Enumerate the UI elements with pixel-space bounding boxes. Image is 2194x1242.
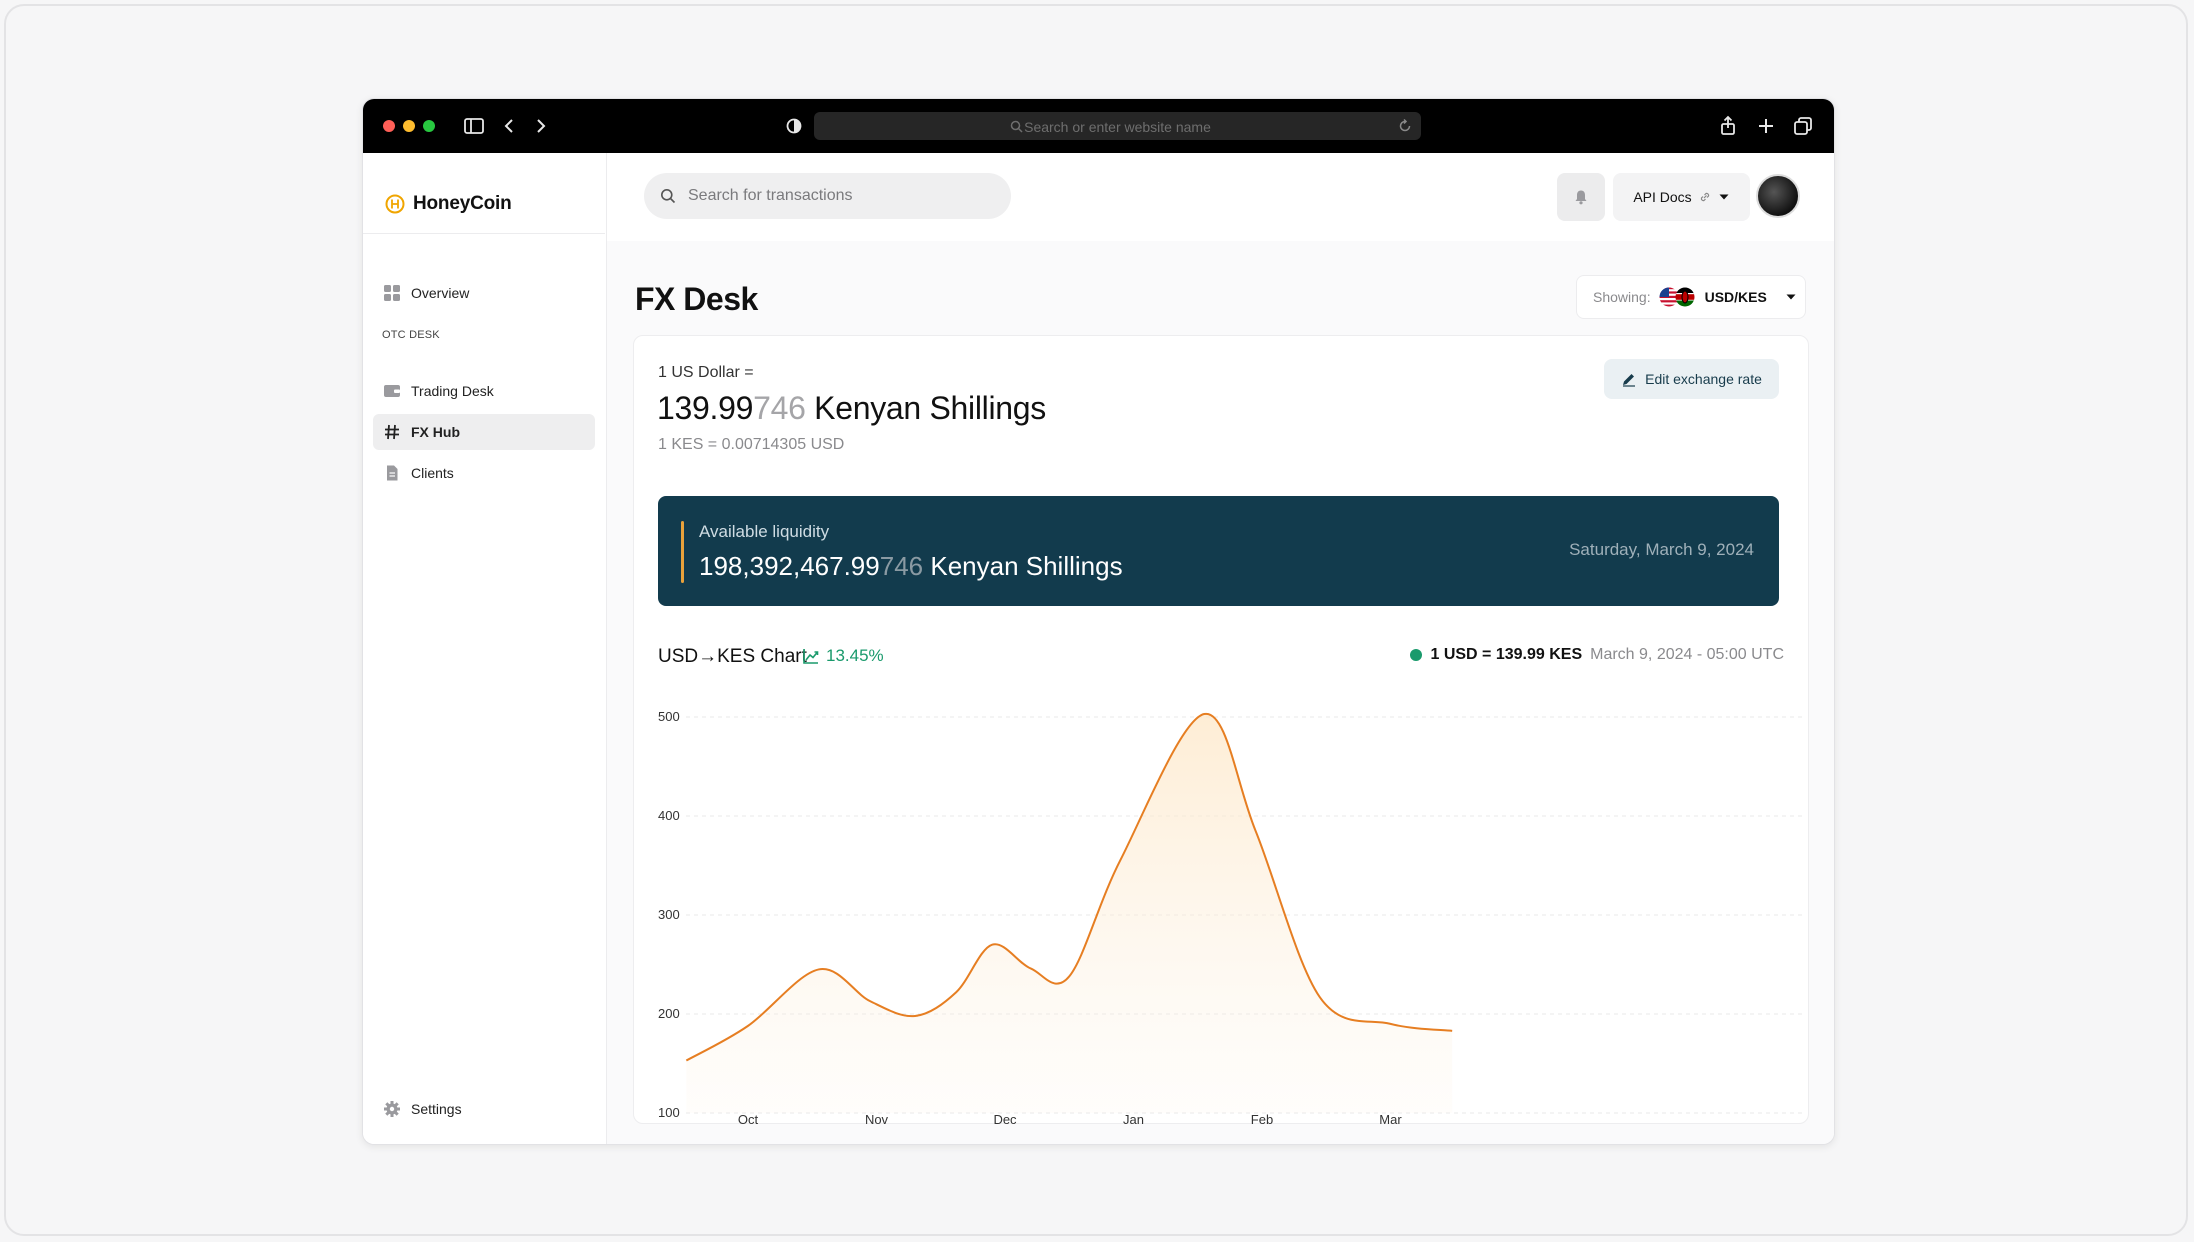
y-tick-label: 500: [658, 709, 680, 724]
forward-icon[interactable]: [527, 113, 553, 139]
honeycoin-logo-icon: [385, 194, 405, 214]
privacy-shield-icon[interactable]: [781, 113, 807, 139]
sidebar-section-label: OTC DESK: [382, 329, 440, 341]
share-icon[interactable]: [1715, 113, 1741, 139]
edit-exchange-rate-label: Edit exchange rate: [1645, 371, 1762, 387]
notifications-button[interactable]: [1557, 173, 1605, 221]
sidebar: HoneyCoin Overview OTC DESK Trading Desk: [363, 153, 607, 1144]
browser-toolbar: Search or enter website name: [363, 99, 1834, 153]
grid-icon: [384, 285, 400, 301]
liquidity-value-main: 198,392,467.99: [699, 551, 880, 581]
y-tick-label: 100: [658, 1105, 680, 1120]
fx-card: 1 US Dollar = 139.99746 Kenyan Shillings…: [633, 335, 1809, 1125]
top-bar: API Docs: [607, 153, 1834, 241]
exchange-rate-value: 139.99746 Kenyan Shillings: [657, 390, 1046, 427]
document-icon: [387, 465, 398, 481]
x-tick-label: Oct: [738, 1112, 759, 1125]
selected-pair: USD/KES: [1704, 289, 1767, 305]
caret-down-icon: [1719, 194, 1729, 200]
api-docs-button[interactable]: API Docs: [1613, 173, 1750, 221]
sidebar-toggle-icon[interactable]: [461, 113, 487, 139]
inverse-rate: 1 KES = 0.00714305 USD: [658, 436, 845, 453]
screenshot-frame: [4, 4, 2188, 1236]
chart-title: USD→KES Chart: [658, 646, 807, 667]
y-tick-label: 400: [658, 808, 680, 823]
link-icon: [1700, 192, 1709, 202]
legend-rate: 1 USD = 139.99 KES: [1430, 646, 1583, 663]
sidebar-item-trading-desk[interactable]: Trading Desk: [373, 373, 595, 409]
sidebar-item-settings[interactable]: Settings: [373, 1091, 595, 1127]
tab-overview-icon[interactable]: [1790, 113, 1816, 139]
sidebar-item-label: Overview: [411, 285, 470, 301]
rate-value-main: 139.99: [657, 390, 754, 426]
x-tick-label: Dec: [993, 1112, 1017, 1125]
maximize-window-button[interactable]: [423, 120, 435, 132]
sidebar-item-fx-hub[interactable]: FX Hub: [373, 414, 595, 450]
rate-caption: 1 US Dollar =: [658, 364, 754, 381]
sidebar-item-label: Clients: [411, 465, 454, 481]
chart-change-value: 13.45%: [826, 646, 884, 665]
x-tick-label: Jan: [1123, 1112, 1144, 1125]
api-docs-label: API Docs: [1633, 189, 1692, 205]
liquidity-label: Available liquidity: [699, 522, 830, 541]
chart-line: [685, 713, 1453, 1062]
page-title: FX Desk: [635, 281, 758, 317]
logo-text: HoneyCoin: [413, 193, 512, 214]
liquidity-panel: Available liquidity 198,392,467.99746 Ke…: [658, 496, 1779, 606]
bell-icon: [1575, 190, 1587, 205]
liquidity-accent-bar: [681, 521, 684, 583]
back-icon[interactable]: [497, 113, 523, 139]
caret-down-icon: [1786, 294, 1796, 300]
chart-change: 13.45%: [802, 646, 884, 666]
y-axis-ticks: 500 400 300 200 100: [658, 709, 680, 1120]
new-tab-icon[interactable]: [1753, 113, 1779, 139]
rate-value-extra-digits: 746: [753, 390, 806, 426]
liquidity-date: Saturday, March 9, 2024: [1569, 540, 1754, 559]
liquidity-currency: Kenyan Shillings: [923, 551, 1123, 581]
x-tick-label: Nov: [865, 1112, 889, 1125]
us-kenya-flags-icon: [1659, 287, 1695, 307]
chart-legend: 1 USD = 139.99 KES March 9, 2024 - 05:00…: [1410, 646, 1784, 664]
main-content: API Docs FX Desk Showing:: [607, 153, 1834, 1144]
edit-exchange-rate-button[interactable]: Edit exchange rate: [1604, 359, 1779, 399]
browser-window: Search or enter website name Ho: [362, 98, 1835, 1145]
currency-pair-select[interactable]: Showing:: [1576, 275, 1806, 319]
close-window-button[interactable]: [383, 120, 395, 132]
y-tick-label: 300: [658, 907, 680, 922]
sidebar-item-label: Settings: [411, 1101, 462, 1117]
reload-icon[interactable]: [1397, 118, 1413, 134]
legend-date: March 9, 2024 - 05:00 UTC: [1590, 646, 1784, 663]
usd-kes-chart[interactable]: 500 400 300 200 100 Oct Nov Dec Jan Feb Mar: [634, 706, 1808, 1125]
sidebar-item-label: FX Hub: [411, 424, 460, 440]
sidebar-item-clients[interactable]: Clients: [373, 455, 595, 491]
search-box[interactable]: [644, 173, 1011, 219]
search-input[interactable]: [686, 186, 990, 206]
x-axis-ticks: Oct Nov Dec Jan Feb Mar: [738, 1112, 1402, 1125]
chart-area-fill: [686, 713, 1453, 1113]
wallet-icon: [384, 385, 400, 397]
hash-icon: [385, 424, 399, 440]
trend-up-icon: [803, 649, 819, 664]
rate-currency: Kenyan Shillings: [805, 390, 1046, 426]
search-icon: [661, 189, 676, 204]
x-tick-label: Mar: [1379, 1112, 1402, 1125]
gear-icon: [384, 1101, 400, 1117]
minimize-window-button[interactable]: [403, 120, 415, 132]
liquidity-value: 198,392,467.99746 Kenyan Shillings: [699, 551, 1123, 582]
legend-dot: [1410, 649, 1423, 661]
logo[interactable]: HoneyCoin: [385, 193, 512, 215]
showing-label: Showing:: [1593, 289, 1651, 305]
sidebar-divider: [363, 233, 605, 234]
pencil-icon: [1623, 374, 1636, 387]
user-avatar[interactable]: [1756, 174, 1800, 218]
liquidity-value-extra-digits: 746: [879, 551, 924, 581]
x-tick-label: Feb: [1251, 1112, 1273, 1125]
search-icon: [1010, 120, 1023, 133]
address-bar[interactable]: Search or enter website name: [814, 112, 1421, 140]
y-tick-label: 200: [658, 1006, 680, 1021]
sidebar-item-overview[interactable]: Overview: [373, 275, 595, 311]
address-placeholder: Search or enter website name: [1024, 119, 1211, 135]
sidebar-item-label: Trading Desk: [411, 383, 494, 399]
